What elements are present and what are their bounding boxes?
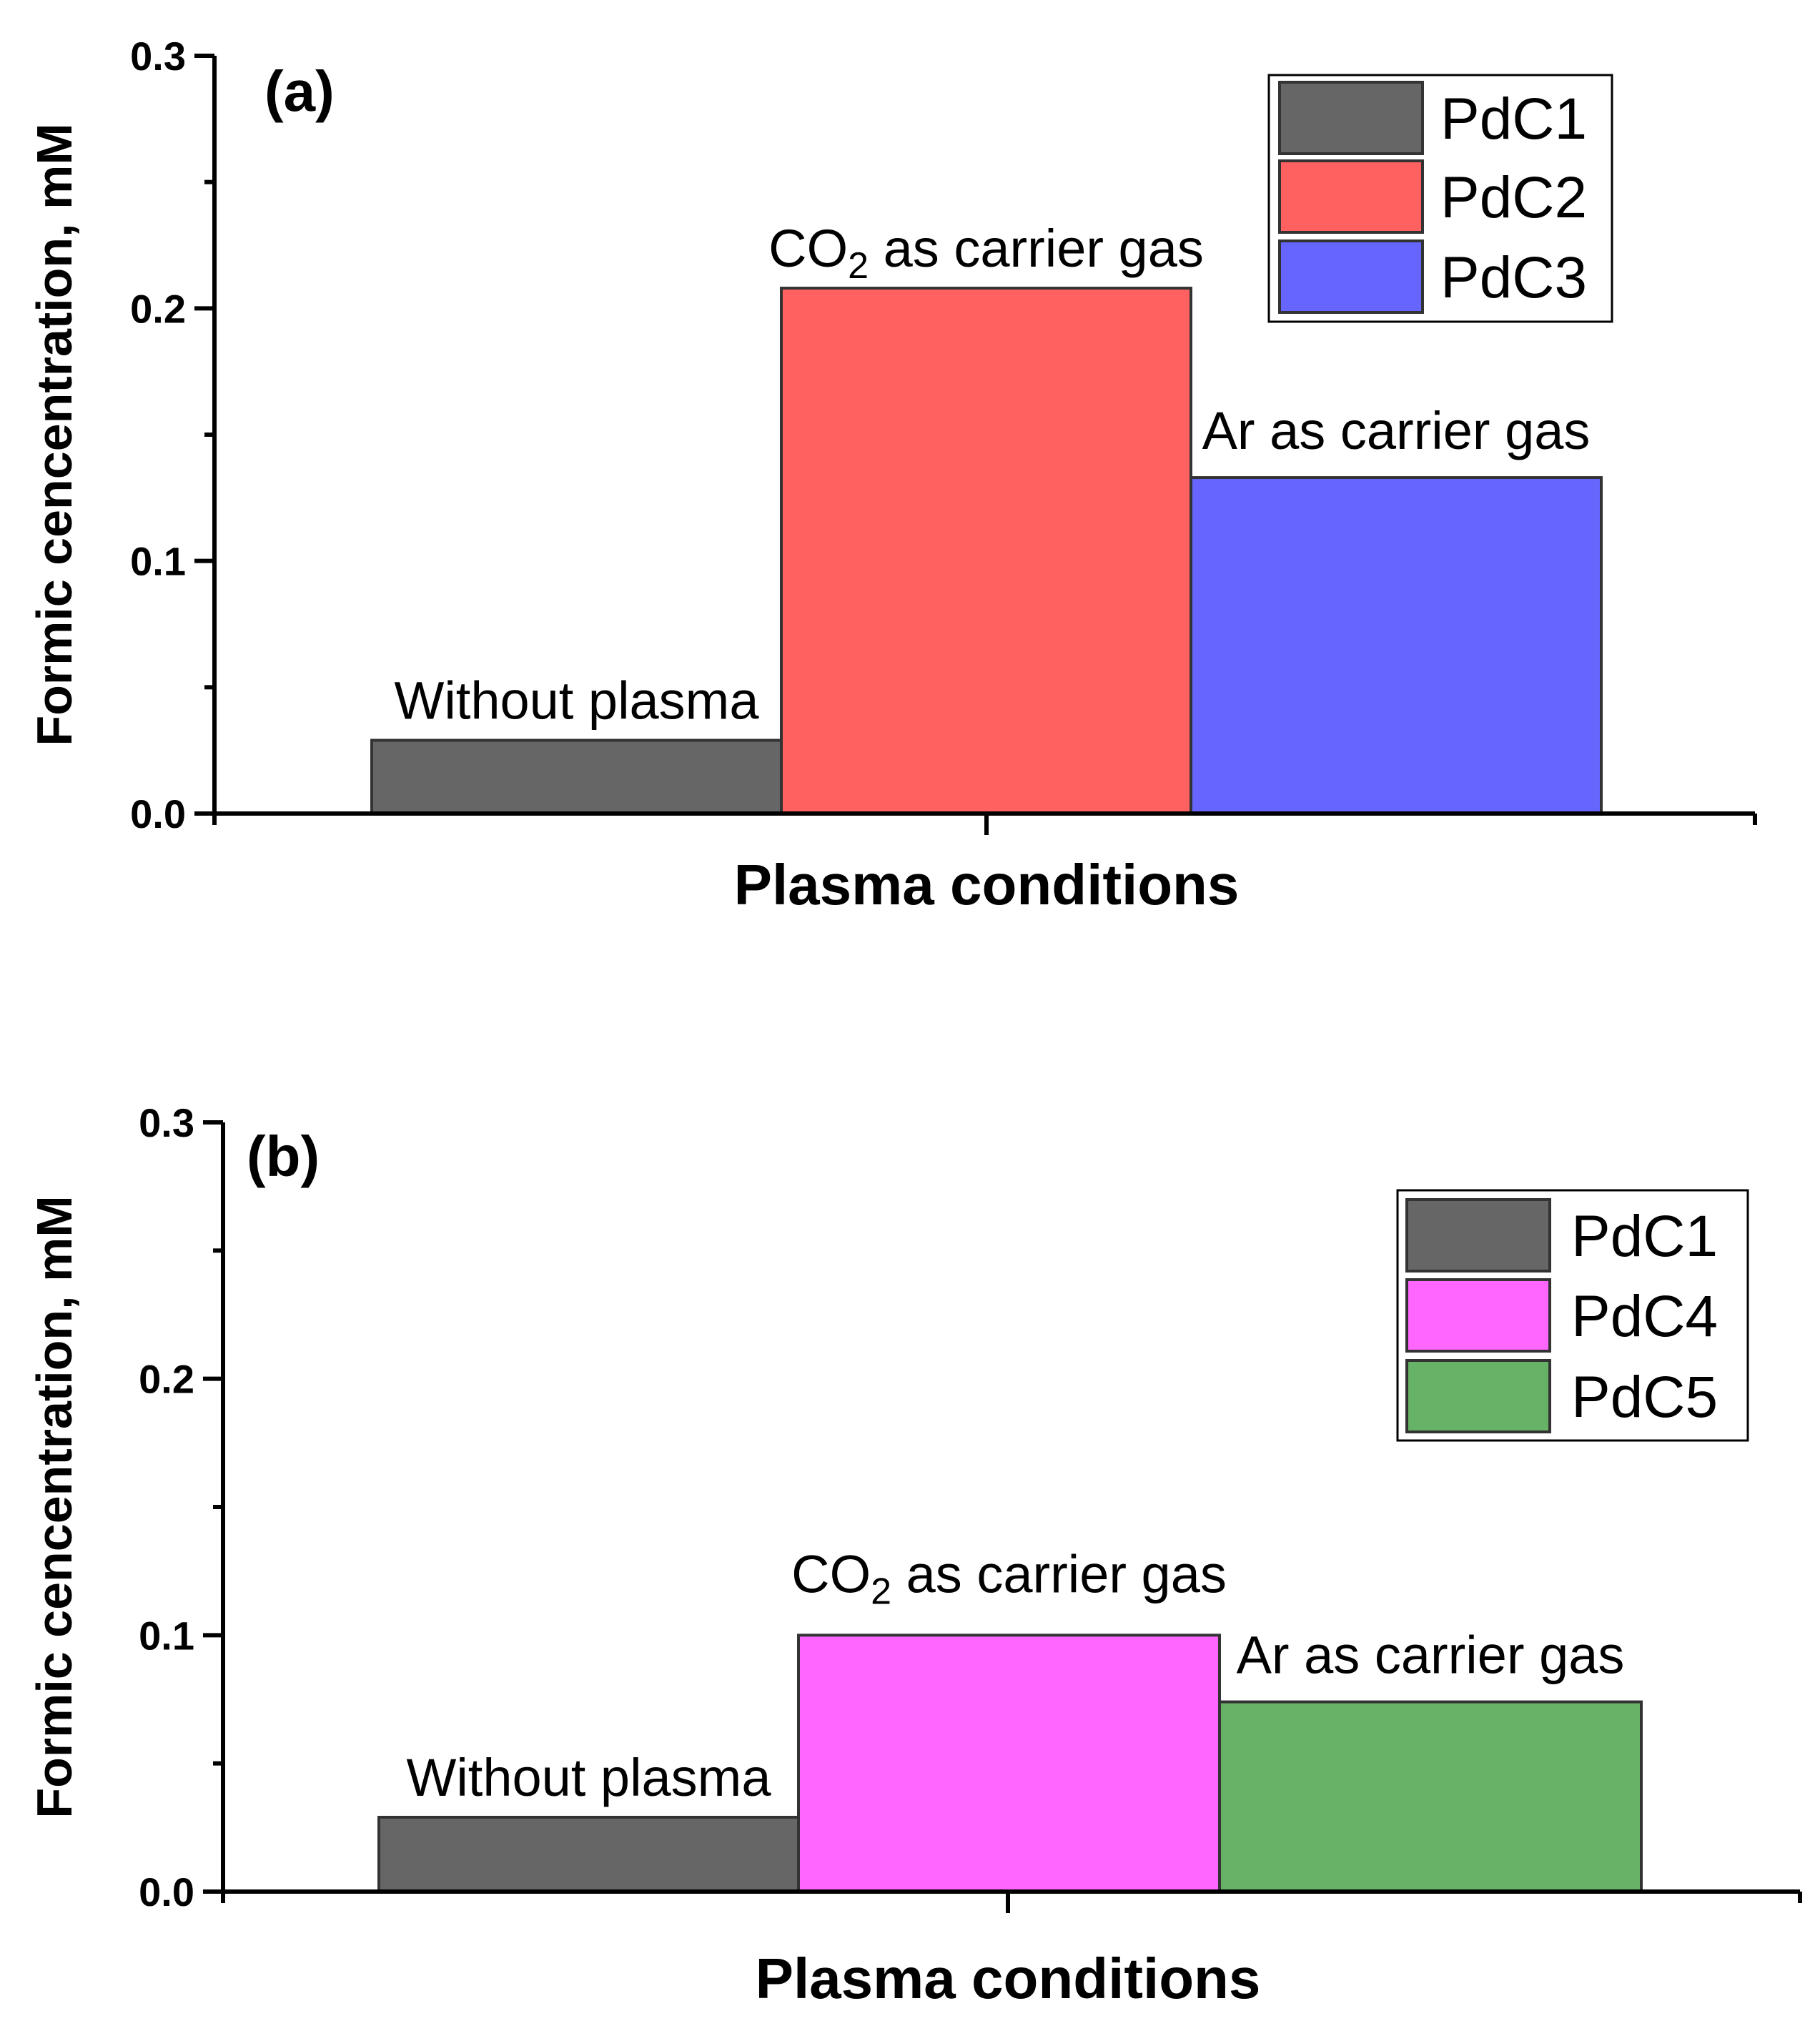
bar-annotation: Without plasma <box>395 671 760 731</box>
annotation-main: CO <box>768 219 848 278</box>
y-tick-label: 0.3 <box>130 34 186 79</box>
legend-swatch-pdc1 <box>1405 1198 1551 1273</box>
legend-label: PdC4 <box>1571 1284 1718 1349</box>
annotation-rest: as carrier gas <box>869 219 1204 278</box>
bar-pdc1 <box>370 738 783 815</box>
bar-annotation: Without plasma <box>407 1748 772 1807</box>
legend-label: PdC3 <box>1440 245 1587 310</box>
y-tick-label: 0.0 <box>139 1869 194 1914</box>
y-tick-label: 0.0 <box>130 791 186 836</box>
panel-b: 0.0 0.1 0.2 0.3 Formic cencentration, mM Plas… <box>26 1100 1802 2010</box>
bar-annotation: CO2 as carrier gas <box>791 1544 1227 1612</box>
bar-annotation: Ar as carrier gas <box>1202 401 1591 460</box>
y-tick-label: 0.1 <box>139 1613 194 1658</box>
annotation-rest: as carrier gas <box>891 1544 1227 1603</box>
legend-swatch-pdc1 <box>1278 81 1424 155</box>
y-tick-label: 0.3 <box>139 1100 194 1145</box>
panel-a: 0.0 0.1 0.2 0.3 Formic cencentration, mM Plas… <box>26 34 1757 916</box>
y-axis-label: Formic cencentration, mM <box>26 1195 82 1818</box>
bar-pdc4 <box>797 1634 1221 1893</box>
annotation-main: CO <box>791 1544 871 1603</box>
annotation-subscript: 2 <box>871 1571 891 1612</box>
legend-swatch-pdc2 <box>1278 159 1424 234</box>
legend-label: PdC2 <box>1440 165 1587 230</box>
legend-swatch-pdc3 <box>1278 239 1424 314</box>
panel-label: (b) <box>247 1125 320 1188</box>
legend-label: PdC5 <box>1571 1365 1718 1430</box>
x-axis-label: Plasma conditions <box>756 1947 1261 2010</box>
legend-label: PdC1 <box>1440 87 1587 152</box>
legend-label: PdC1 <box>1571 1204 1718 1269</box>
legend-swatch-pdc5 <box>1405 1359 1551 1433</box>
bar-annotation: Ar as carrier gas <box>1237 1626 1625 1685</box>
y-tick-label: 0.2 <box>130 286 186 331</box>
y-tick-label: 0.2 <box>139 1357 194 1402</box>
x-axis-label: Plasma conditions <box>734 853 1240 916</box>
bar-pdc5 <box>1218 1700 1643 1893</box>
bar-pdc2 <box>780 287 1192 816</box>
y-axis-label: Formic cencentration, mM <box>26 123 82 746</box>
bar-annotation: CO2 as carrier gas <box>768 219 1204 287</box>
y-tick-label: 0.1 <box>130 539 186 584</box>
bar-pdc3 <box>1190 476 1603 815</box>
bar-pdc1 <box>377 1815 800 1893</box>
legend-swatch-pdc4 <box>1405 1278 1551 1353</box>
annotation-subscript: 2 <box>848 245 869 287</box>
panel-label: (a) <box>264 59 335 123</box>
